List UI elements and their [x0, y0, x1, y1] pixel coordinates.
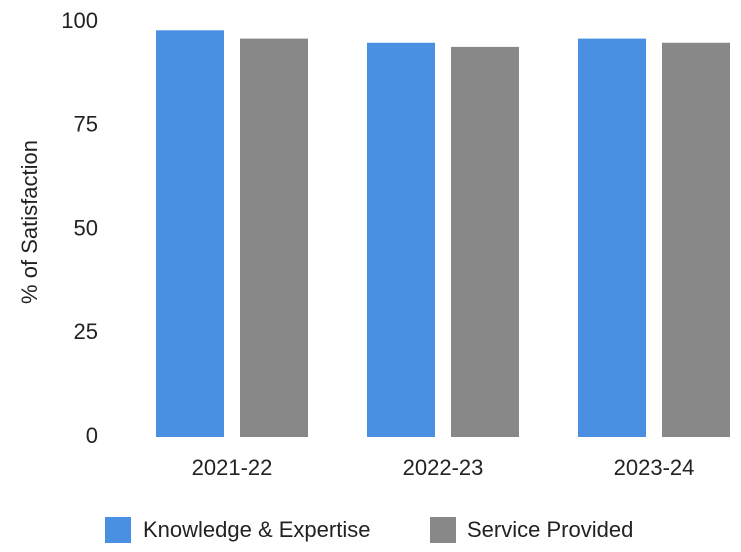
- legend: Knowledge & Expertise Service Provided: [105, 517, 633, 543]
- bars: [156, 30, 730, 438]
- x-tick-label-2022-23: 2022-23: [403, 455, 484, 480]
- bar-2023-24-knowledge-expertise: [578, 38, 646, 437]
- x-tick-label-2023-24: 2023-24: [614, 455, 695, 480]
- legend-label-knowledge-expertise: Knowledge & Expertise: [143, 517, 370, 542]
- y-tick-label-0: 0: [86, 423, 98, 448]
- legend-label-service-provided: Service Provided: [467, 517, 633, 542]
- y-axis-label: % of Satisfaction: [17, 140, 42, 304]
- legend-swatch-service-provided: [430, 517, 456, 543]
- y-tick-label-75: 75: [74, 112, 98, 137]
- legend-swatch-knowledge-expertise: [105, 517, 131, 543]
- bar-2022-23-service-provided: [451, 46, 519, 438]
- x-axis: 2021-22 2022-23 2023-24: [192, 455, 695, 480]
- y-tick-label-100: 100: [61, 8, 98, 33]
- bar-2022-23-knowledge-expertise: [367, 42, 435, 437]
- y-tick-label-25: 25: [74, 319, 98, 344]
- x-tick-label-2021-22: 2021-22: [192, 455, 273, 480]
- bar-2023-24-service-provided: [662, 42, 730, 437]
- bar-2021-22-knowledge-expertise: [156, 30, 224, 438]
- bar-2021-22-service-provided: [240, 38, 308, 437]
- y-axis: 0 25 50 75 100: [61, 8, 98, 448]
- y-axis-label-group: % of Satisfaction: [17, 140, 42, 304]
- y-tick-label-50: 50: [74, 215, 98, 240]
